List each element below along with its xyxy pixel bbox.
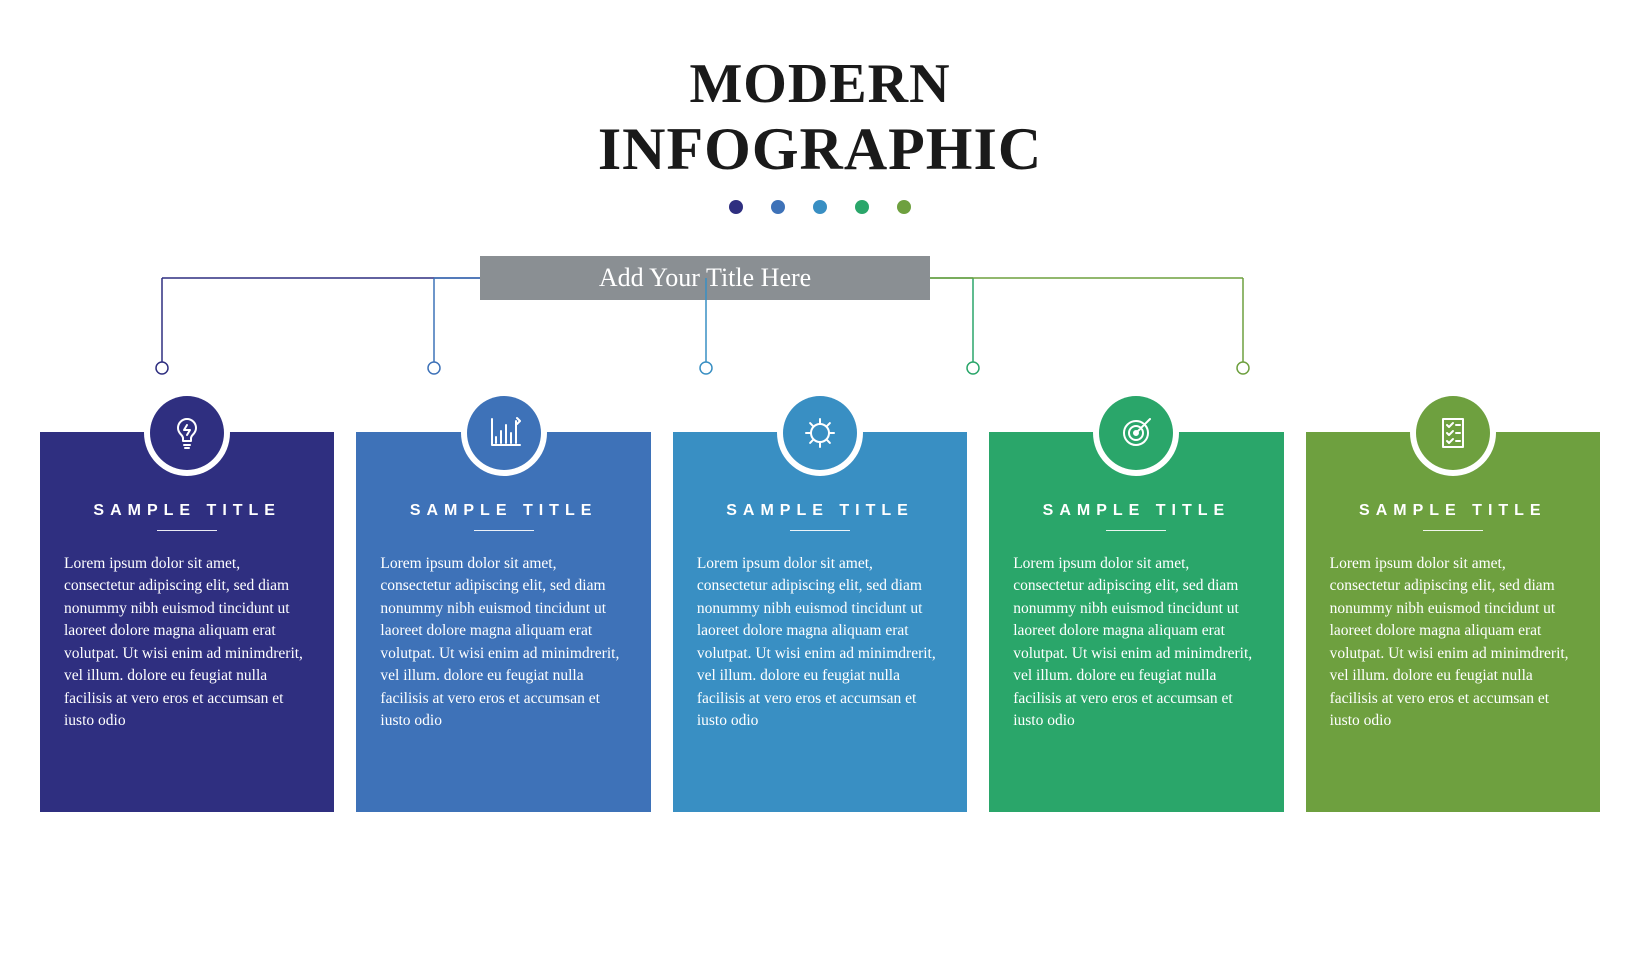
card-1-rule — [157, 530, 217, 531]
card-5-body: Lorem ipsum dolor sit amet, consectetur … — [1330, 553, 1576, 733]
card-1: SAMPLE TITLE Lorem ipsum dolor sit amet,… — [40, 432, 334, 812]
card-4-body: Lorem ipsum dolor sit amet, consectetur … — [1013, 553, 1259, 733]
card-3-icon-wrap — [777, 390, 863, 476]
card-4-rule — [1106, 530, 1166, 531]
card-4-title: SAMPLE TITLE — [1013, 502, 1259, 520]
cards-row: SAMPLE TITLE Lorem ipsum dolor sit amet,… — [40, 432, 1600, 812]
card-1-icon-wrap — [144, 390, 230, 476]
main-title-line2: INFOGRAPHIC — [0, 118, 1640, 181]
target-icon — [1099, 396, 1173, 470]
card-5-rule — [1423, 530, 1483, 531]
card-5-icon-wrap — [1410, 390, 1496, 476]
card-2-title: SAMPLE TITLE — [380, 502, 626, 520]
dot-1 — [729, 200, 743, 214]
infographic-stage: MODERN INFOGRAPHIC Add Your Title Here S… — [0, 0, 1640, 980]
card-4: SAMPLE TITLE Lorem ipsum dolor sit amet,… — [989, 432, 1283, 812]
card-1-body: Lorem ipsum dolor sit amet, consectetur … — [64, 553, 310, 733]
dot-4 — [855, 200, 869, 214]
card-5: SAMPLE TITLE Lorem ipsum dolor sit amet,… — [1306, 432, 1600, 812]
checklist-icon — [1416, 396, 1490, 470]
dot-3 — [813, 200, 827, 214]
card-3-title: SAMPLE TITLE — [697, 502, 943, 520]
card-3-body: Lorem ipsum dolor sit amet, consectetur … — [697, 553, 943, 733]
card-5-title: SAMPLE TITLE — [1330, 502, 1576, 520]
barchart-icon — [467, 396, 541, 470]
lightbulb-icon — [150, 396, 224, 470]
card-1-title: SAMPLE TITLE — [64, 502, 310, 520]
card-2-icon-wrap — [461, 390, 547, 476]
dot-2 — [771, 200, 785, 214]
gear-icon — [783, 396, 857, 470]
card-3: SAMPLE TITLE Lorem ipsum dolor sit amet,… — [673, 432, 967, 812]
main-title: MODERN INFOGRAPHIC — [0, 55, 1640, 181]
accent-dots — [0, 200, 1640, 219]
main-title-line1: MODERN — [0, 55, 1640, 114]
card-2: SAMPLE TITLE Lorem ipsum dolor sit amet,… — [356, 432, 650, 812]
card-2-rule — [474, 530, 534, 531]
card-2-body: Lorem ipsum dolor sit amet, consectetur … — [380, 553, 626, 733]
subtitle-bar: Add Your Title Here — [480, 256, 930, 300]
card-3-rule — [790, 530, 850, 531]
dot-5 — [897, 200, 911, 214]
card-4-icon-wrap — [1093, 390, 1179, 476]
